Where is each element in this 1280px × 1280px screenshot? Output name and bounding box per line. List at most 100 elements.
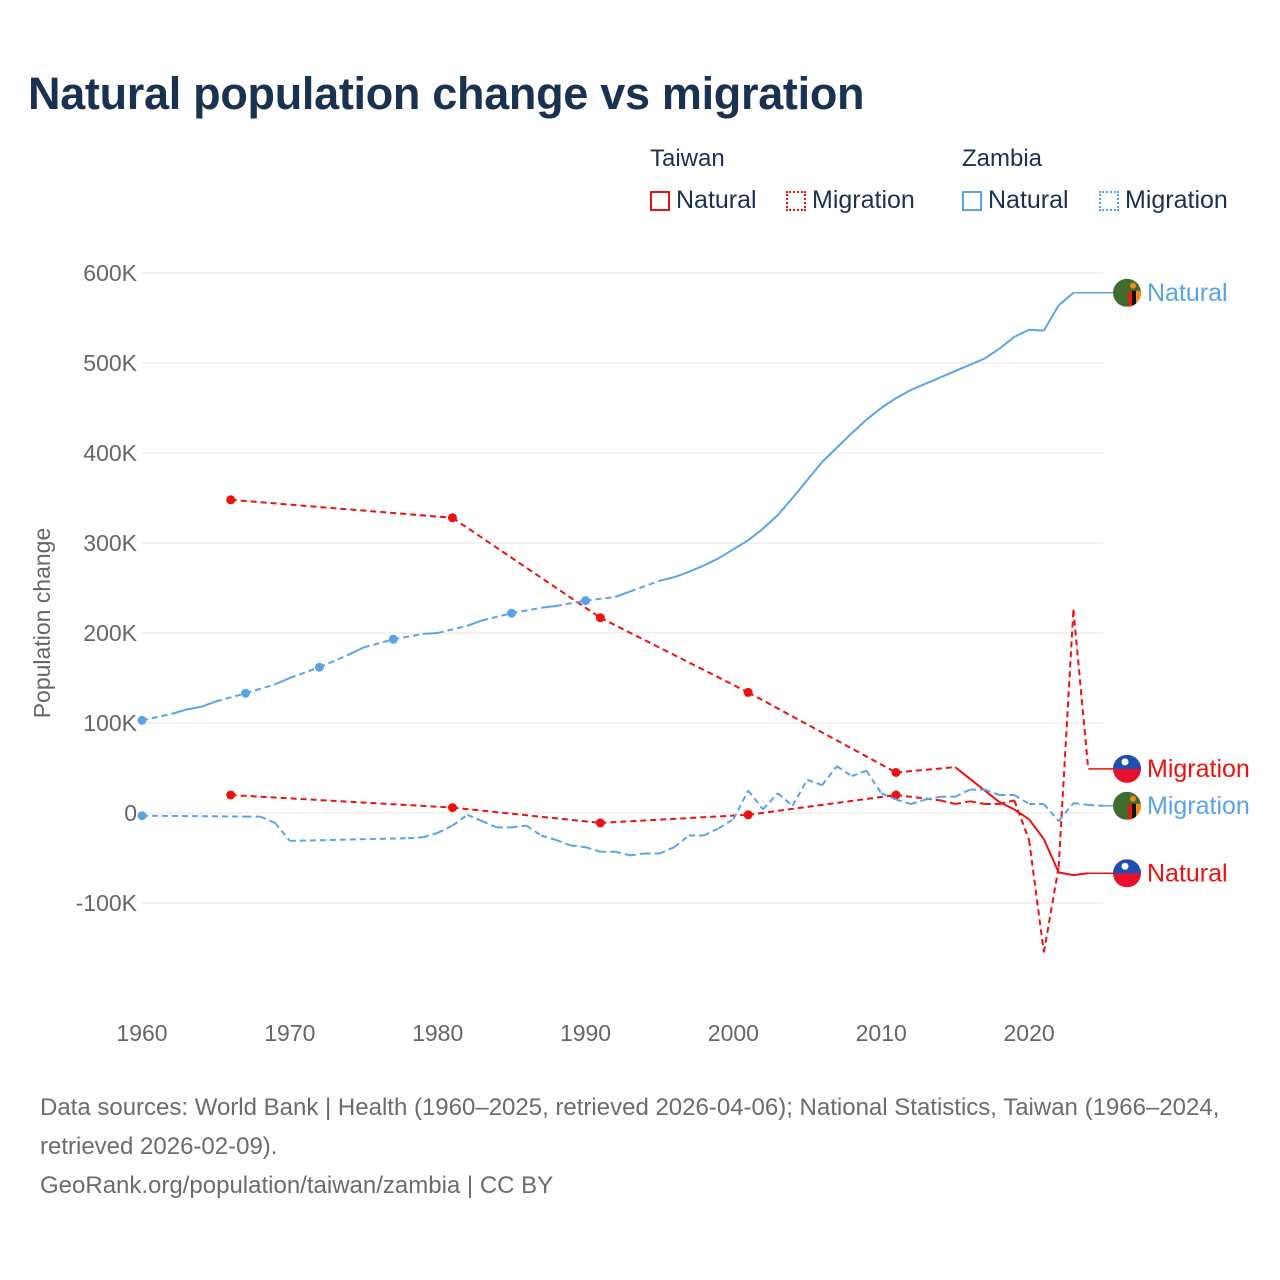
line-segment [747,527,764,542]
line-segment [422,632,438,635]
line-segment [998,336,1015,350]
line-segment [836,432,853,449]
line-segment [629,852,645,857]
line-segment [659,846,675,855]
line-segment [511,824,527,829]
line-segment [969,357,986,366]
line-segment [186,705,202,711]
line-segment [880,397,897,409]
line-segment [437,624,468,634]
data-point [743,810,753,820]
line-segment [348,646,365,656]
line-segment [1013,794,1030,805]
line-segment [230,498,453,519]
line-segment [274,822,291,842]
y-tick-label: 300K [83,530,137,556]
line-segment [1057,802,1075,822]
series-zambia-natural [137,292,1113,725]
flag-stripe-black [1132,290,1136,307]
flag-stripe-red [1128,803,1132,820]
line-segment [791,479,809,499]
line-segment [437,824,453,834]
legend-item-zambia-migration[interactable]: Migration [1099,186,1228,215]
line-segment [171,708,187,715]
line-segment [408,836,423,840]
line-segment [954,363,971,373]
series-end-label: Natural [1147,279,1228,307]
legend-item-zambia-natural[interactable]: Natural [962,186,1069,215]
line-segment [791,779,809,807]
legend-label: Migration [812,186,915,214]
line-segment [718,548,734,560]
line-segment [821,765,838,786]
line-segment [925,795,941,801]
line-segment [629,579,660,593]
line-segment [393,632,424,641]
line-segment [1073,802,1089,806]
line-segment [732,539,749,551]
line-segment [541,605,557,609]
data-point [595,613,605,623]
line-segment [422,831,438,839]
flag-stripe-red [1128,290,1132,307]
dotted-swatch-icon [786,190,806,211]
line-segment [984,788,1000,796]
line-segment [230,794,453,809]
y-tick-label: 100K [83,710,137,736]
line-segment [511,606,542,615]
flag-eagle [1130,795,1136,802]
line-segment [289,666,320,679]
line-segment [1042,866,1060,953]
line-segment [1072,609,1090,769]
x-tick-label: 1970 [264,1020,315,1046]
line-segment [289,837,409,842]
source-text: Data sources: World Bank | Health (1960–… [40,1094,1220,1160]
line-segment [954,800,971,805]
line-segment [806,461,823,481]
legend-item-taiwan-natural[interactable]: Natural [650,186,757,215]
line-segment [141,713,172,722]
line-segment [910,798,926,805]
line-segment [984,347,1001,360]
flag-stripe-black [1132,803,1136,820]
flag-stripe-orange [1136,290,1141,307]
line-segment [200,700,217,708]
line-segment [925,376,941,385]
source-note: Data sources: World Bank | Health (1960–… [40,1088,1250,1205]
flag-eagle [1130,282,1136,289]
line-segment [939,370,956,379]
line-segment [850,418,868,434]
line-segment [452,806,601,824]
data-point [388,634,398,644]
line-segment [466,813,483,823]
y-tick-label: 0 [124,800,137,826]
flag-stripe-orange [1136,803,1141,820]
line-segment [703,557,720,567]
data-point [447,513,457,523]
line-segment [555,599,586,607]
line-segment [1042,304,1060,332]
x-tick-label: 1960 [116,1020,167,1046]
line-segment [954,766,971,780]
y-tick-label: 600K [83,260,137,286]
series-taiwan-migration [226,609,1113,953]
data-point [226,495,236,505]
line-segment [732,790,750,820]
line-segment [954,788,971,798]
line-segment [777,792,794,807]
line-segment [259,815,276,824]
series-zambia-migration [137,765,1113,857]
data-point [240,688,250,698]
line-segment [688,564,705,573]
legend-item-taiwan-migration[interactable]: Migration [786,186,915,215]
data-point [743,687,753,697]
zambia-flag-icon [1113,278,1141,307]
line-segment [659,576,675,582]
line-segment [895,389,912,399]
y-tick-label: -100K [76,890,138,916]
line-chart: 600K 500K 400K 300K 200K 100K 0 -100K 1960 1970 19… [29,260,1250,1046]
source-link[interactable]: GeoRank.org/population/taiwan/zambia | C… [40,1172,554,1199]
line-segment [1043,803,1060,822]
data-point [891,768,901,777]
